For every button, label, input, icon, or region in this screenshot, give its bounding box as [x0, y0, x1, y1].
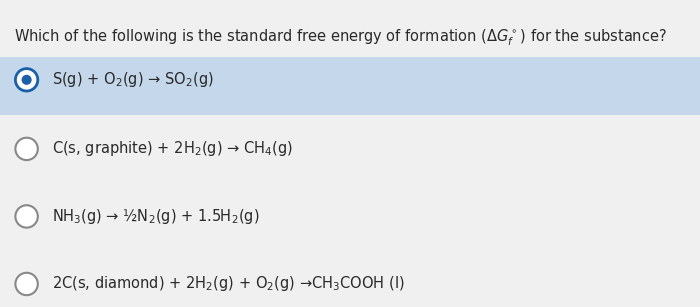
Ellipse shape	[15, 205, 38, 227]
Ellipse shape	[15, 273, 38, 295]
Text: Which of the following is the standard free energy of formation $(\Delta G_f^\ci: Which of the following is the standard f…	[14, 28, 667, 48]
FancyBboxPatch shape	[0, 57, 700, 115]
Ellipse shape	[15, 138, 38, 160]
Ellipse shape	[15, 69, 38, 91]
Ellipse shape	[22, 75, 32, 85]
Text: S(g) + O$_2$(g) → SO$_2$(g): S(g) + O$_2$(g) → SO$_2$(g)	[52, 70, 214, 89]
Text: NH$_3$(g) → ½N$_2$(g) + 1.5H$_2$(g): NH$_3$(g) → ½N$_2$(g) + 1.5H$_2$(g)	[52, 207, 260, 226]
Text: C(s, graphite) + 2H$_2$(g) → CH$_4$(g): C(s, graphite) + 2H$_2$(g) → CH$_4$(g)	[52, 139, 293, 158]
Text: 2C(s, diamond) + 2H$_2$(g) + O$_2$(g) →CH$_3$COOH (l): 2C(s, diamond) + 2H$_2$(g) + O$_2$(g) →C…	[52, 274, 405, 293]
